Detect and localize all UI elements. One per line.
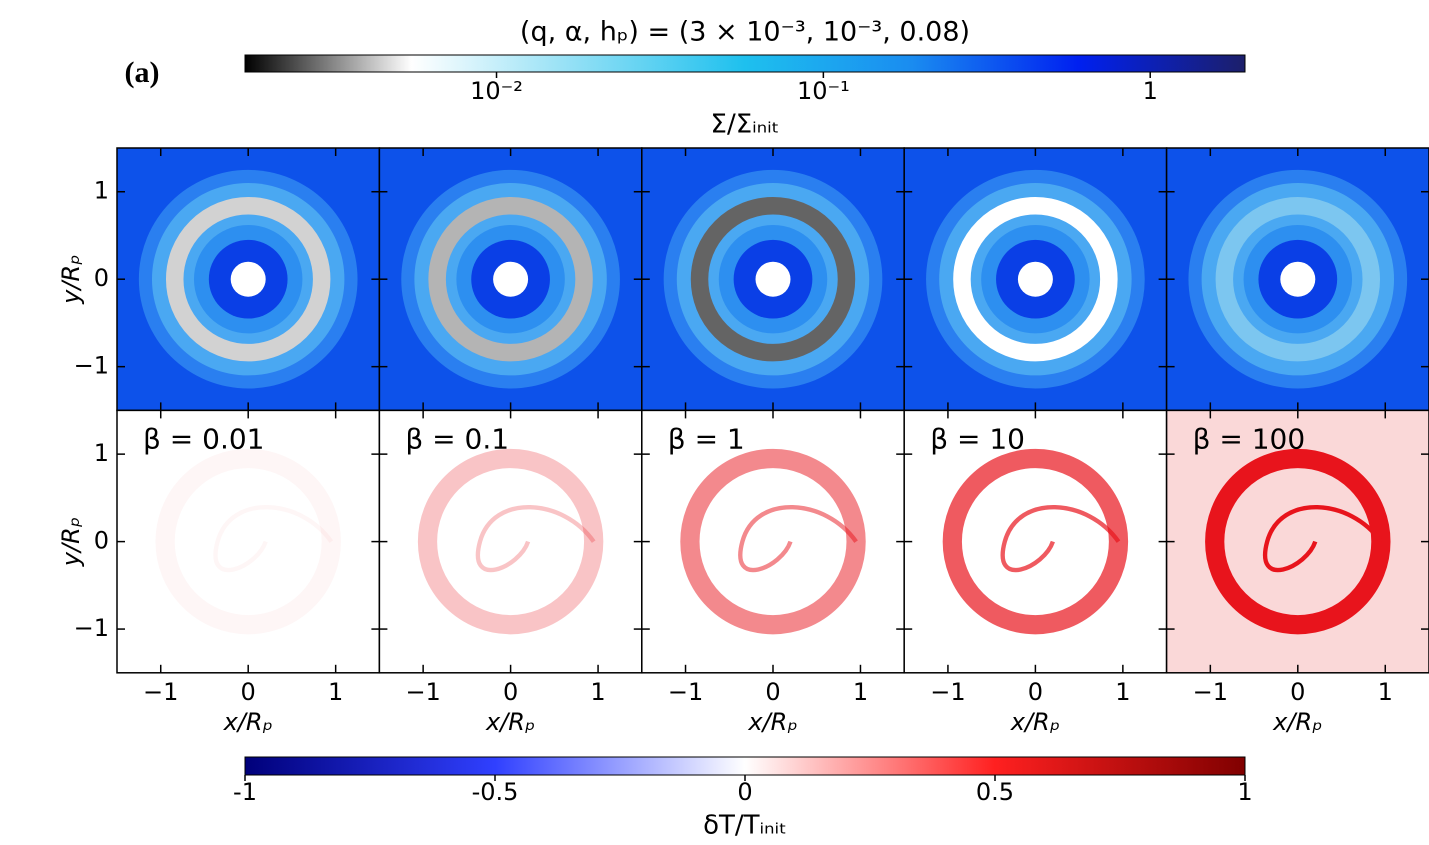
heatmap (117, 410, 380, 673)
spiral (1000, 504, 1121, 573)
hole (493, 261, 529, 297)
heatmap-bg (379, 410, 642, 673)
heatmap (1166, 148, 1429, 411)
colorbar-tick-label: 0.5 (976, 778, 1014, 806)
y-tick-label: 1 (94, 177, 109, 205)
hot-ring (155, 448, 341, 635)
x-tick-label: 1 (853, 678, 868, 706)
ring (953, 196, 1118, 362)
x-tick-label: 0 (1028, 678, 1043, 706)
spiral (738, 504, 858, 573)
colorbar-tick-label: 10⁻² (470, 77, 523, 105)
hole (755, 261, 791, 297)
x-tick-label: 1 (1378, 678, 1393, 706)
top-colorbar-label: Σ/Σᵢₙᵢₜ (711, 110, 780, 140)
spiral (213, 504, 334, 573)
x-axis-label: x/Rₚ (485, 708, 535, 736)
ring (165, 196, 331, 362)
heatmap (641, 148, 905, 411)
x-tick-label: −1 (405, 678, 440, 706)
x-tick-label: −1 (1193, 678, 1228, 706)
y-axis-label: y/Rₚ (57, 517, 85, 567)
hot-ring (942, 448, 1129, 635)
x-tick-label: −1 (668, 678, 703, 706)
x-axis-label: x/Rₚ (223, 708, 273, 736)
heatmap (641, 410, 905, 673)
x-tick-label: 1 (328, 678, 343, 706)
heatmap-bg (117, 410, 380, 673)
x-tick-label: 1 (590, 678, 605, 706)
hole (1017, 261, 1053, 297)
y-tick-label: 0 (94, 527, 109, 555)
x-tick-label: 1 (1115, 678, 1130, 706)
spiral (1263, 504, 1383, 573)
y-axis-label: y/Rₚ (57, 255, 85, 305)
ring (1215, 196, 1381, 362)
colorbar-tick-label: 1 (1143, 77, 1158, 105)
x-axis-label: x/Rₚ (1010, 708, 1060, 736)
spiral (475, 504, 596, 573)
y-tick-label: 1 (94, 439, 109, 467)
x-axis-label: x/Rₚ (1272, 708, 1322, 736)
heatmap (379, 410, 642, 673)
colorbar (244, 54, 1246, 73)
heatmap (904, 410, 1167, 673)
hot-ring (417, 448, 604, 635)
colorbar-tick-label: -1 (233, 778, 257, 806)
ring (428, 196, 593, 362)
panel-label: (a) (125, 56, 160, 89)
y-tick-label: −1 (74, 614, 109, 642)
x-axis-label: x/Rₚ (747, 708, 797, 736)
ring (690, 196, 856, 362)
x-tick-label: 0 (503, 678, 518, 706)
x-tick-label: 0 (765, 678, 780, 706)
colorbar (244, 756, 1246, 776)
colorbar-tick-label: -0.5 (472, 778, 519, 806)
x-tick-label: 0 (1290, 678, 1305, 706)
beta-label: β = 100 (1193, 422, 1306, 455)
x-tick-label: −1 (143, 678, 178, 706)
colorbar-tick-label: 10⁻¹ (797, 77, 850, 105)
heatmap (117, 148, 380, 411)
hole (1280, 261, 1316, 297)
y-tick-label: 0 (94, 264, 109, 292)
beta-label: β = 1 (668, 422, 745, 455)
figure-title: (q, α, hₚ) = (3 × 10⁻³, 10⁻³, 0.08) (520, 17, 970, 48)
x-tick-label: 0 (241, 678, 256, 706)
beta-label: β = 10 (930, 422, 1025, 455)
bottom-colorbar-label: δT/Tᵢₙᵢₜ (703, 811, 787, 841)
beta-label: β = 0.1 (405, 422, 509, 455)
heatmap (904, 148, 1167, 411)
beta-label: β = 0.01 (143, 422, 264, 455)
colorbar-tick-label: 1 (1237, 778, 1252, 806)
hole (230, 261, 266, 297)
x-tick-label: −1 (930, 678, 965, 706)
colorbar-tick-label: 0 (737, 778, 752, 806)
heatmap (379, 148, 642, 411)
heatmap (1166, 410, 1429, 673)
y-tick-label: −1 (74, 352, 109, 380)
